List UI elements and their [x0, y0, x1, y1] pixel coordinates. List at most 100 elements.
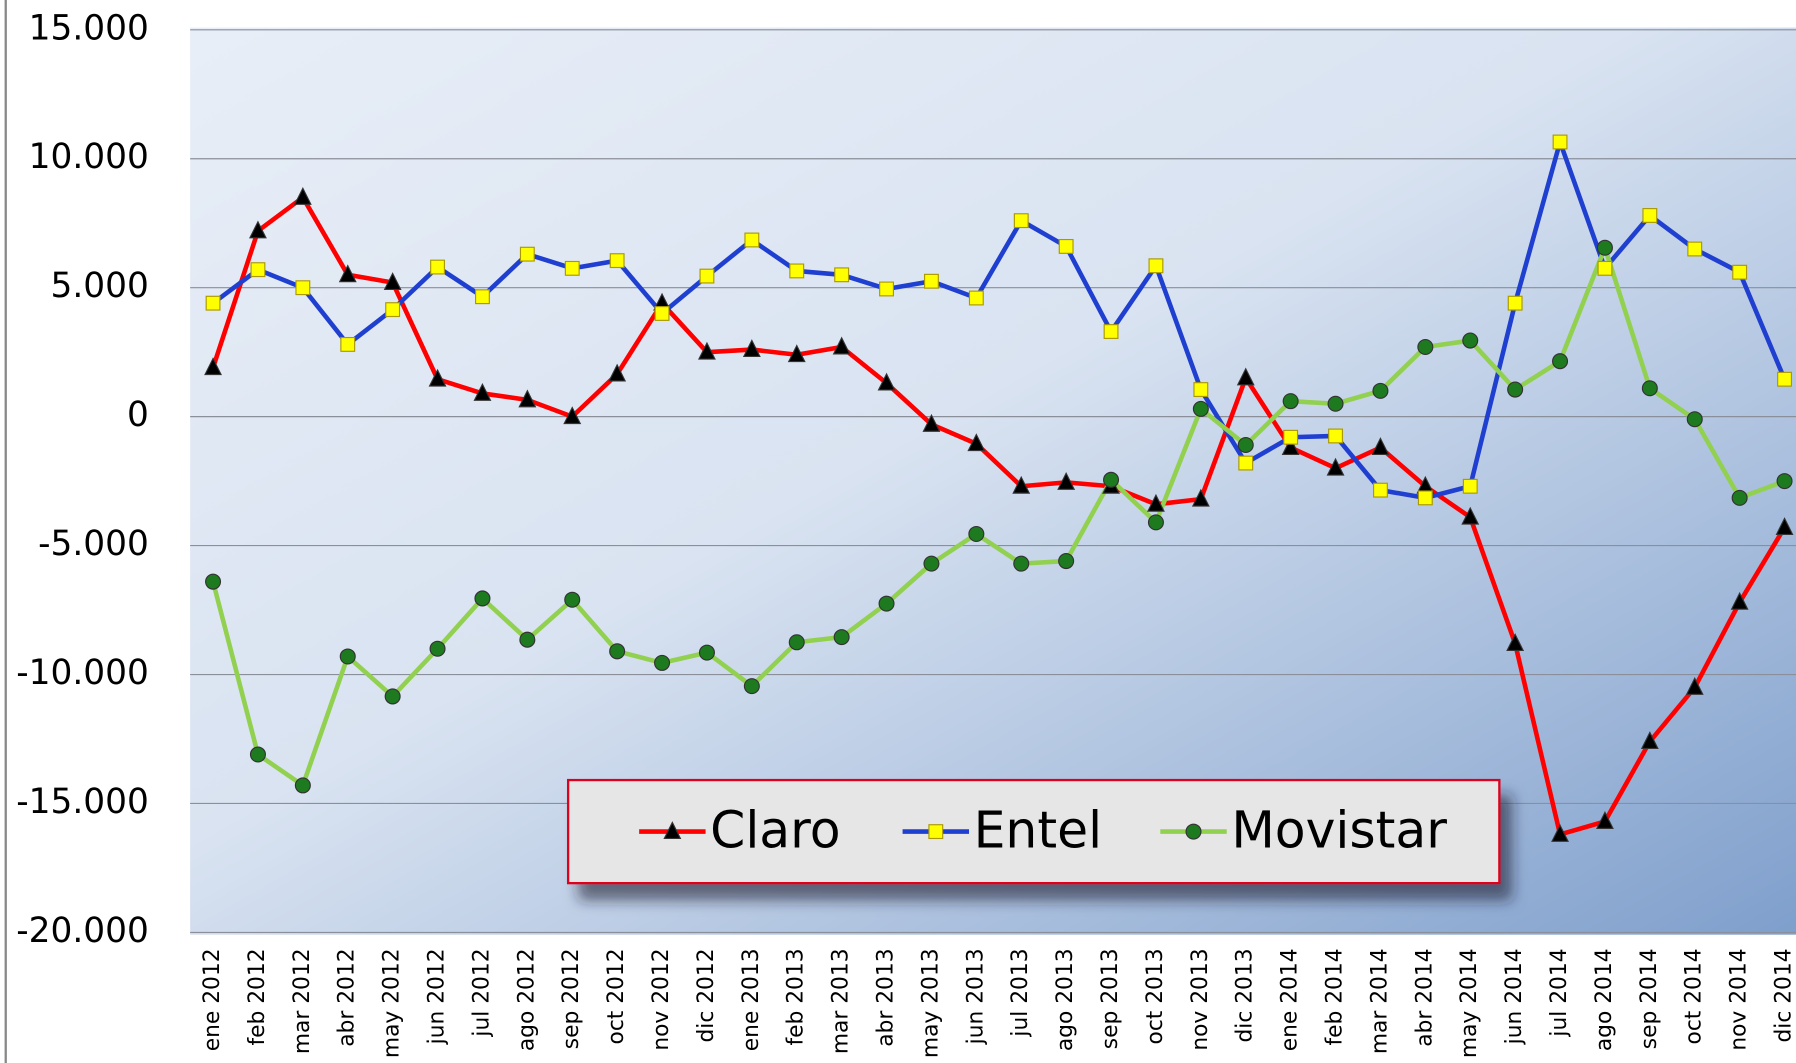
marker — [249, 220, 267, 239]
x-tick-label: jun 2013 — [963, 948, 988, 1045]
marker — [1326, 457, 1345, 476]
x-tick-label: ago 2014 — [1592, 948, 1617, 1051]
x-tick-label: jul 2013 — [1008, 948, 1033, 1037]
marker — [1596, 811, 1614, 829]
marker — [428, 368, 447, 387]
x-tick-label: dic 2012 — [694, 948, 719, 1042]
marker — [1640, 731, 1659, 750]
marker — [1776, 473, 1793, 490]
marker — [1461, 506, 1480, 525]
marker — [654, 306, 670, 321]
marker — [1775, 517, 1794, 535]
marker — [1103, 471, 1120, 488]
marker — [564, 591, 581, 608]
marker — [1058, 238, 1074, 254]
x-tick-label: abr 2012 — [335, 948, 360, 1046]
marker — [968, 525, 985, 542]
marker — [384, 688, 401, 705]
x-tick-label: mar 2012 — [290, 948, 315, 1054]
marker — [1103, 324, 1119, 339]
x-tick-label: sep 2012 — [559, 948, 584, 1049]
marker — [1236, 367, 1255, 386]
x-tick-label: jul 2012 — [469, 948, 494, 1037]
marker — [1417, 338, 1434, 356]
marker — [1191, 488, 1210, 507]
legend: Claro Entel Movistar — [566, 778, 1501, 885]
marker — [788, 634, 805, 651]
x-tick-label: ago 2013 — [1053, 948, 1078, 1051]
marker — [1327, 395, 1344, 412]
marker — [1732, 264, 1748, 280]
marker — [1642, 208, 1658, 223]
marker — [1372, 382, 1389, 399]
marker — [922, 413, 941, 432]
marker — [698, 341, 716, 360]
x-tick-label: sep 2013 — [1098, 948, 1123, 1049]
x-tick-label: mar 2013 — [829, 948, 854, 1054]
marker — [294, 777, 311, 794]
marker — [877, 372, 896, 391]
legend-box — [566, 778, 1501, 885]
y-tick-label: 15.000 — [29, 8, 149, 48]
x-tick-label: jun 2014 — [1502, 948, 1527, 1045]
grid: -20.000 -15.000 -10.000 -5.000 0 5.000 10.000 1… — [16, 8, 1796, 951]
y-tick-label: -10.000 — [16, 653, 149, 693]
marker — [1057, 471, 1076, 490]
marker — [1193, 382, 1209, 397]
marker — [1013, 213, 1029, 229]
marker — [1185, 823, 1202, 840]
marker — [923, 555, 940, 572]
marker — [1013, 555, 1030, 572]
x-tick-label: ago 2012 — [514, 948, 539, 1051]
y-tick-label: -15.000 — [16, 782, 149, 822]
marker — [1641, 380, 1658, 397]
marker — [1281, 437, 1300, 456]
marker — [383, 272, 402, 290]
marker — [1596, 239, 1613, 256]
marker — [1147, 493, 1165, 512]
marker — [1687, 241, 1703, 257]
marker — [744, 232, 760, 248]
series-line — [210, 245, 1786, 788]
marker — [1462, 478, 1478, 494]
x-tick-label: may 2014 — [1457, 948, 1482, 1058]
marker — [1731, 489, 1748, 506]
marker — [608, 363, 627, 382]
marker — [1507, 381, 1524, 398]
x-tick-label: ene 2014 — [1278, 948, 1303, 1051]
marker — [1192, 400, 1209, 417]
marker — [1686, 411, 1703, 428]
marker — [1147, 514, 1164, 531]
series-layer — [204, 134, 1794, 842]
x-tick-label: nov 2014 — [1727, 948, 1752, 1050]
marker — [340, 336, 356, 352]
marker — [789, 263, 805, 279]
x-tick-label: oct 2014 — [1682, 948, 1707, 1044]
marker — [1373, 482, 1388, 498]
marker — [878, 595, 895, 612]
series-line — [210, 195, 1787, 837]
marker — [1506, 633, 1525, 652]
marker — [1730, 591, 1749, 610]
marker — [1462, 332, 1479, 349]
marker — [699, 268, 715, 284]
y-tick-label: -5.000 — [38, 524, 149, 564]
marker — [742, 339, 761, 358]
x-tick-label: ene 2012 — [200, 948, 225, 1051]
marker — [928, 824, 944, 840]
legend-label: Movistar — [1231, 800, 1447, 859]
marker — [1283, 429, 1299, 445]
x-tick-label: feb 2014 — [1323, 948, 1348, 1045]
marker — [430, 259, 445, 275]
marker — [1552, 353, 1569, 370]
marker — [924, 273, 939, 289]
marker — [743, 678, 760, 695]
marker — [967, 433, 986, 452]
x-tick-label: ene 2013 — [739, 948, 764, 1051]
x-tick-label: nov 2012 — [649, 948, 674, 1050]
marker — [698, 644, 715, 661]
marker — [205, 295, 221, 311]
marker — [1552, 134, 1568, 150]
marker — [204, 357, 222, 376]
